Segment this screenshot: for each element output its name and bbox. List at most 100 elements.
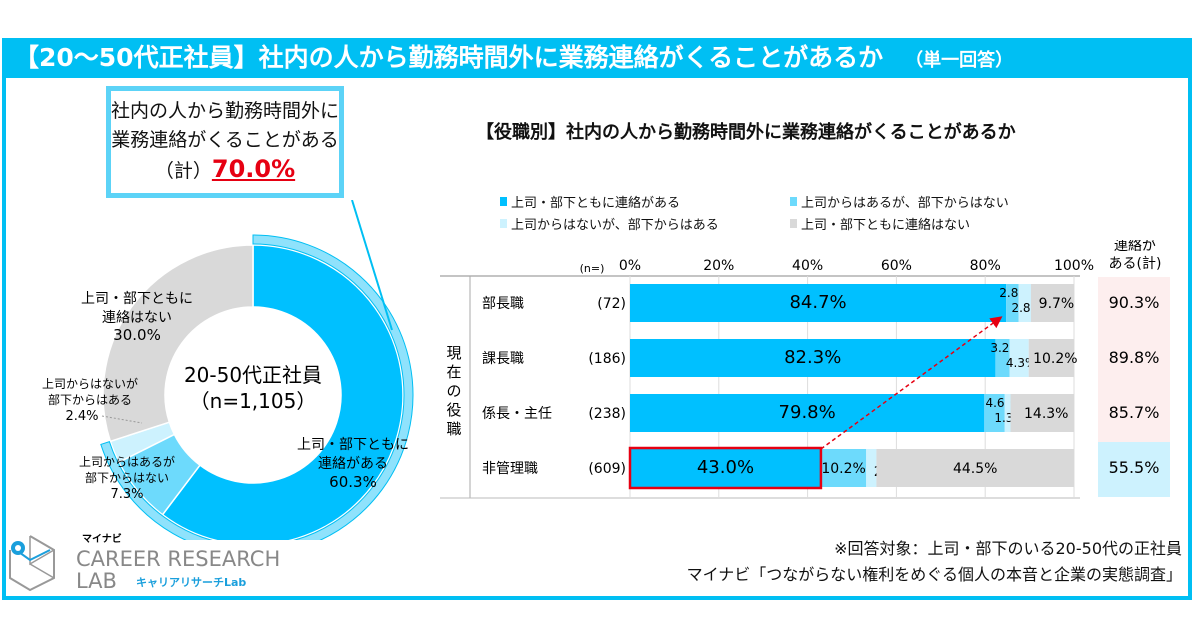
bar-segment <box>1018 284 1031 322</box>
logo-kana: キャリアリサーチLab <box>136 576 246 589</box>
bar-value-label: 44.5% <box>953 461 997 477</box>
stacked-bar-chart: 連絡が ある(計) (n=) 0% 20% 40% 60% 80% 100% 部長職 (72… <box>440 240 1170 499</box>
banner-subtitle: （単一回答） <box>905 50 1014 71</box>
highlight-box <box>628 446 823 490</box>
x-tick-label: 80% <box>970 258 1001 274</box>
slice-sub-leader <box>101 415 143 424</box>
legend-item-none: 上司・部下ともに連絡はない <box>790 214 970 233</box>
bar-value-label: 10.2% <box>1033 351 1077 367</box>
slice-label-none-1: 上司・部下ともに <box>81 291 193 307</box>
bar-segment <box>1004 394 1011 432</box>
bar-segment <box>1010 394 1074 432</box>
x-tick-label: 20% <box>703 258 734 274</box>
logo-line-2: LAB <box>76 569 117 593</box>
callout-line-2: 業務連絡がくることがある <box>111 129 339 151</box>
slice-label-boss-1: 上司からはあるが <box>79 454 175 469</box>
total-value: 90.3% <box>1109 293 1160 312</box>
logo-mark-icon: マイナビ CAREER RESEARCH LAB キャリアリサーチLab <box>9 532 280 593</box>
banner: 【20～50代正社員】社内の人から勤務時間外に業務連絡がくることがあるか （単一回… <box>2 38 1192 78</box>
category-label: 非管理職 <box>482 461 538 477</box>
slice-label-both-2: 連絡がある <box>318 456 388 472</box>
legend-swatch-icon <box>790 197 797 206</box>
slice-value-boss: 7.3% <box>110 487 143 502</box>
x-tick-label: 100% <box>1054 258 1094 274</box>
total-callout: 社内の人から勤務時間外に 業務連絡がくることがある （計）70.0% <box>106 86 344 198</box>
category-label: 係長・主任 <box>482 406 552 422</box>
group-label-char: 職 <box>446 420 461 438</box>
group-label-char: 在 <box>446 363 461 381</box>
x-tick-label: 60% <box>881 258 912 274</box>
n-label: (609) <box>588 461 626 477</box>
donut-center-n: （n=1,105） <box>190 389 317 413</box>
total-value: 89.8% <box>1109 348 1160 367</box>
bar-segment <box>1006 284 1019 322</box>
n-label: (72) <box>597 296 626 312</box>
x-tick-label: 0% <box>619 258 641 274</box>
footer-source: マイナビ「つながらない権利をめぐる個人の本音と企業の実態調査」 <box>686 565 1182 584</box>
x-tick-label: 40% <box>792 258 823 274</box>
slice-label-none-2: 連絡はない <box>102 310 172 326</box>
legend-swatch-icon <box>500 197 507 206</box>
total-cell <box>1098 332 1170 387</box>
slice-both <box>161 244 404 540</box>
footer-note: ※回答対象：上司・部下のいる20-50代の正社員 <box>834 539 1182 558</box>
bar-value-label: 14.3% <box>1024 406 1068 422</box>
legend-item-sub: 上司からはないが、部下からはある <box>500 214 719 233</box>
bar-value-label: 79.8% <box>779 402 836 423</box>
legend-item-both: 上司・部下ともに連絡がある <box>500 192 680 211</box>
slice-value-none: 30.0% <box>113 326 161 344</box>
banner-title: 【20～50代正社員】社内の人から勤務時間外に業務連絡がくることがあるか <box>14 43 884 72</box>
bar-value-label: 84.7% <box>789 292 846 313</box>
slice-value-both: 60.3% <box>329 473 377 491</box>
n-header: (n=) <box>580 262 605 275</box>
total-cell <box>1098 387 1170 442</box>
bar-chart-title: 【役職別】社内の人から勤務時間外に業務連絡がくることがあるか <box>476 122 1016 143</box>
group-label-char: 役 <box>446 401 461 419</box>
total-value: 85.7% <box>1109 403 1160 422</box>
bar-segment <box>1028 339 1074 377</box>
logo-brand-small: マイナビ <box>82 532 122 545</box>
slice-label-both-1: 上司・部下ともに <box>297 437 409 453</box>
bar-segment <box>630 284 1007 322</box>
group-label-char: の <box>446 382 461 400</box>
total-highlight-ring <box>100 234 414 540</box>
slice-none <box>102 244 254 443</box>
callout-line-3: （計）70.0% <box>111 155 339 186</box>
footer: ※回答対象：上司・部下のいる20-50代の正社員 マイナビ「つながらない権利をめ… <box>687 536 1182 588</box>
bar-segment <box>630 339 996 377</box>
logo-line-1: CAREER RESEARCH <box>76 547 280 571</box>
callout-prefix: （計） <box>154 160 212 182</box>
bar-segment <box>995 339 1010 377</box>
n-label: (186) <box>588 351 626 367</box>
legend-swatch-icon <box>500 219 507 228</box>
trend-arrow <box>820 316 1003 450</box>
category-label: 課長職 <box>482 351 524 367</box>
bar-segment <box>866 449 877 487</box>
group-label-char: 現 <box>446 344 461 362</box>
bar-value-label: 82.3% <box>784 347 841 368</box>
total-header-2: ある(計) <box>1109 256 1162 272</box>
donut-chart: 20-50代正社員 （n=1,105） 上司・部下ともに 連絡はない 30.0%… <box>42 200 414 540</box>
bar-segment <box>630 394 985 432</box>
bar-segment <box>820 449 867 487</box>
slice-label-sub-1: 上司からはないが <box>42 376 138 391</box>
bar-segment <box>1009 339 1029 377</box>
callout-connector <box>351 200 393 331</box>
slice-label-sub-2: 部下からはある <box>48 392 132 407</box>
bar-segment <box>1030 284 1074 322</box>
bar-value-label: 10.2% <box>821 461 865 477</box>
bar-segment <box>876 449 1074 487</box>
career-research-lab-logo: マイナビ CAREER RESEARCH LAB キャリアリサーチLab <box>6 528 306 594</box>
bar-segment <box>984 394 1005 432</box>
bar-value-label: 43.0% <box>697 457 754 478</box>
bar-value-label: 9.7% <box>1039 296 1075 312</box>
callout-line-1: 社内の人から勤務時間外に <box>111 100 340 122</box>
legend-item-boss: 上司からはあるが、部下からはない <box>790 192 1009 211</box>
total-cell <box>1098 277 1170 332</box>
donut-center-label: 20-50代正社員 <box>184 363 322 387</box>
total-value: 55.5% <box>1109 458 1160 477</box>
category-label: 部長職 <box>482 296 524 312</box>
slice-label-boss-2: 部下からはない <box>85 470 169 485</box>
total-cell <box>1098 442 1170 497</box>
bar-segment <box>630 449 821 487</box>
